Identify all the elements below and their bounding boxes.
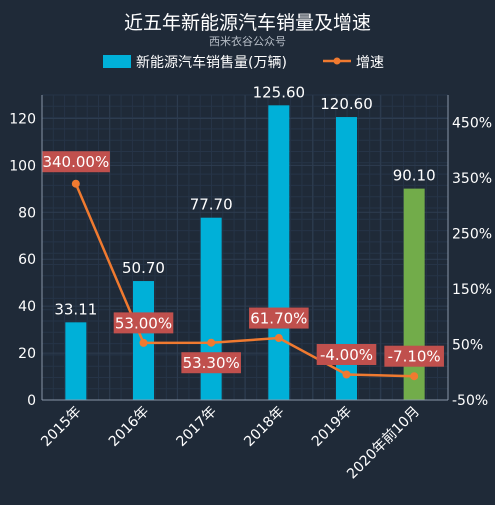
sales-bar-label: 50.70 xyxy=(122,259,165,277)
growth-label-box xyxy=(181,352,241,374)
sales-bar-label: 33.11 xyxy=(54,300,97,318)
x-tick-label: 2016年 xyxy=(106,404,152,450)
bar-labels: 33.11 50.70 77.70 125.60 120.60 90.10 xyxy=(54,83,435,318)
growth-label-box xyxy=(113,312,174,334)
legend-line-marker xyxy=(333,57,341,65)
right-tick-label: -50% xyxy=(452,393,488,409)
x-tick-label: 2019年 xyxy=(309,404,355,450)
left-tick-label: 20 xyxy=(18,346,36,362)
growth-label-box xyxy=(316,343,377,365)
growth-point xyxy=(410,372,419,381)
growth-label: -4.00% xyxy=(320,346,373,364)
growth-point xyxy=(71,179,80,188)
growth-point xyxy=(139,338,148,347)
sales-bar xyxy=(336,117,357,401)
right-tick-label: 50% xyxy=(452,338,483,354)
growth-label-box xyxy=(249,307,309,329)
chart-title: 近五年新能源汽车销量及增速 xyxy=(123,12,371,34)
left-tick-label: 60 xyxy=(18,252,36,268)
left-tick-label: 100 xyxy=(9,158,36,174)
chart-subtitle: 西米衣谷公众号 xyxy=(209,35,286,48)
right-tick-label: 250% xyxy=(452,227,492,243)
growth-label: 53.00% xyxy=(115,314,172,332)
legend-bar-label: 新能源汽车销售量(万辆) xyxy=(136,54,287,71)
left-axis: 0 20 40 60 80 100 120 xyxy=(9,95,43,409)
right-tick-label: 450% xyxy=(452,116,492,132)
sales-bar-label: 77.70 xyxy=(190,196,233,214)
sales-bar-label: 125.60 xyxy=(253,83,306,101)
growth-point xyxy=(207,338,216,347)
growth-point xyxy=(342,370,351,379)
growth-label: 340.00% xyxy=(42,153,109,171)
right-tick-label: 350% xyxy=(452,171,492,187)
growth-labels: 340.00% 53.00% 53.30% 61.70% -4.00% -7.10% xyxy=(41,151,444,374)
growth-label: -7.10% xyxy=(388,348,441,366)
legend-line-label: 增速 xyxy=(356,55,384,71)
x-tick-label: 2020年前10月 xyxy=(343,403,423,483)
left-tick-label: 80 xyxy=(18,205,36,221)
growth-label: 53.30% xyxy=(183,354,240,372)
x-tick-label: 2015年 xyxy=(38,404,84,450)
sales-bar xyxy=(403,188,425,400)
sales-bar xyxy=(65,322,87,400)
x-tick-label: 2017年 xyxy=(174,404,220,450)
sales-bar xyxy=(268,105,290,401)
sales-bar-label: 90.10 xyxy=(393,167,436,185)
sales-bar-label: 120.60 xyxy=(320,95,373,113)
growth-label-box xyxy=(41,151,110,173)
x-tick-label: 2018年 xyxy=(241,404,287,450)
right-tick-label: 150% xyxy=(452,282,492,298)
legend-bar-swatch xyxy=(103,55,131,68)
growth-label: 61.70% xyxy=(250,310,307,328)
left-tick-label: 40 xyxy=(18,299,36,315)
left-tick-label: 120 xyxy=(9,111,36,127)
growth-point xyxy=(274,334,283,343)
right-axis: -50% 50% 150% 250% 350% 450% xyxy=(447,95,492,409)
growth-label-box xyxy=(384,345,444,367)
legend[interactable]: 新能源汽车销售量(万辆) 增速 xyxy=(103,54,384,71)
left-tick-label: 0 xyxy=(27,393,36,409)
